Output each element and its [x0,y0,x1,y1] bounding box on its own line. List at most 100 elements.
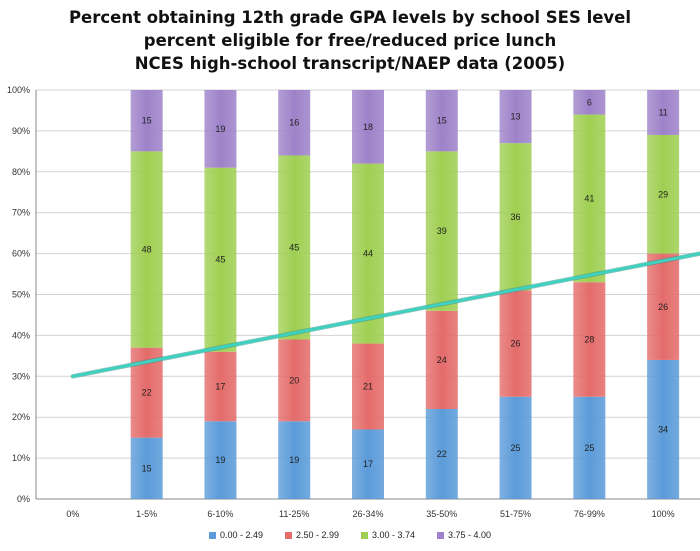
bar-segment [499,143,532,291]
y-tick-label: 60% [12,249,30,259]
bar-segment [130,151,163,348]
bar-segment [425,151,458,311]
y-tick-label: 70% [12,208,30,218]
y-tick-label: 100% [7,85,30,95]
x-tick-label: 100% [652,509,675,519]
bar-segment [204,90,237,168]
bar-segment [573,114,606,283]
bar-segment [204,351,237,422]
bar-value-label: 28 [584,334,594,344]
bar-value-label: 19 [289,455,299,465]
y-tick-label: 50% [12,290,30,300]
bar-value-label: 41 [584,193,594,203]
x-tick-label: 35-50% [426,509,457,519]
chart-title-line-2: percent eligible for free/reduced price … [143,31,557,50]
y-tick-label: 30% [12,371,30,381]
bar-segment [204,421,237,499]
bar-value-label: 15 [142,463,152,473]
y-tick-label: 40% [12,330,30,340]
y-tick-label: 80% [12,167,30,177]
bar-segment [352,429,384,499]
bar-segment [278,155,311,340]
bar-value-label: 25 [584,443,594,453]
x-tick-label: 1-5% [136,509,157,519]
y-tick-label: 0% [17,494,30,504]
bar-segment [130,90,163,152]
bar-segment [499,90,532,144]
chart-legend: 0.00 - 2.49 2.50 - 2.99 3.00 - 3.74 3.75 - … [0,530,700,540]
bar-segment [425,409,458,499]
bar-value-label: 48 [142,245,152,255]
bar-segment [425,90,458,152]
bar-segment [647,134,680,254]
bar-value-label: 22 [142,388,152,398]
bar-value-label: 17 [215,382,225,392]
y-tick-label: 10% [12,453,30,463]
bar-value-label: 19 [215,455,225,465]
bar-segment [204,167,237,352]
trend-line [71,252,700,378]
bar-value-label: 26 [658,302,668,312]
bar-value-label: 45 [215,255,225,265]
bar-value-label: 6 [587,97,592,107]
bar-segment [352,163,384,344]
x-tick-label: 6-10% [207,509,233,519]
legend-label: 3.75 - 4.00 [448,530,492,540]
bar-value-label: 36 [511,212,521,222]
bar-segment [278,339,311,422]
y-tick-label: 90% [12,126,30,136]
legend-item: 2.50 - 2.99 [284,530,339,540]
bar-value-label: 22 [437,449,447,459]
bar-segment [352,343,384,430]
legend-item: 0.00 - 2.49 [208,530,263,540]
bar-value-label: 45 [289,242,299,252]
bar-value-label: 44 [363,249,373,259]
bar-value-label: 16 [289,118,299,128]
bar-value-label: 11 [658,107,667,117]
legend-item: 3.75 - 4.00 [437,530,491,540]
chart-title: Percent obtaining 12th grade GPA levels … [0,6,700,75]
bar-segment [499,290,532,397]
bar-value-label: 26 [511,339,521,349]
bar-value-label: 13 [511,112,521,122]
legend-swatch [437,531,445,539]
bar-value-label: 19 [215,124,225,134]
bar-value-label: 29 [658,189,668,199]
legend-swatch [284,531,292,539]
bar-segment [573,396,606,499]
bar-segment [647,253,680,360]
bar-value-label: 25 [511,443,521,453]
legend-item: 3.00 - 3.74 [361,530,415,540]
bar-value-label: 21 [363,382,373,392]
bar-value-label: 24 [437,355,447,365]
bar-segment [647,359,680,499]
bar-segment [278,90,311,156]
bar-value-label: 15 [437,116,447,126]
bar-value-label: 17 [363,459,373,469]
bar-segment [647,90,680,135]
bar-value-label: 34 [658,424,668,434]
legend-label: 2.50 - 2.99 [295,530,339,540]
legend-label: 0.00 - 2.49 [219,530,263,540]
bar-value-label: 18 [363,122,373,132]
bar-segment [130,437,163,499]
bar-segment [425,310,458,410]
chart-title-line-1: Percent obtaining 12th grade GPA levels … [68,8,632,27]
x-tick-label: 26-34% [352,509,383,519]
legend-swatch [361,531,368,539]
legend-swatch [208,531,216,539]
x-tick-label: 51-75% [500,509,531,519]
x-tick-label: 0% [66,509,79,519]
bar-segment [573,90,606,115]
bar-value-label: 15 [142,116,152,126]
x-tick-label: 76-99% [574,509,605,519]
bar-segment [499,396,532,499]
bar-value-label: 20 [289,375,299,385]
bar-value-label: 39 [437,226,447,236]
x-tick-label: 11-25% [279,509,309,519]
bar-segment [573,282,606,397]
legend-label: 3.00 - 3.74 [372,530,416,540]
bar-segment [352,90,384,164]
chart-title-line-3: NCES high-school transcript/NAEP data (2… [134,54,566,73]
